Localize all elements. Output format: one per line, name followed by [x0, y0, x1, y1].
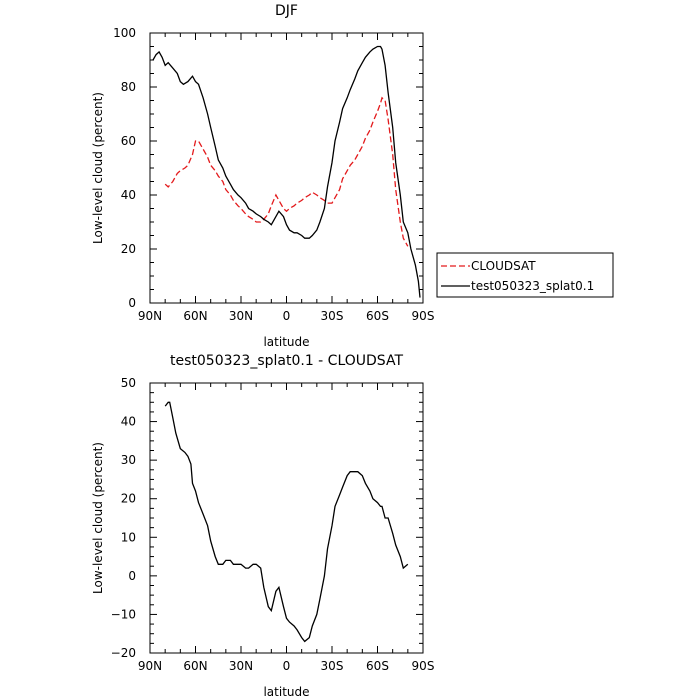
y-axis-label: Low-level cloud (percent) — [91, 442, 105, 594]
chart-title: DJF — [275, 3, 298, 19]
y-tick-label: 40 — [121, 188, 136, 202]
x-tick-label: 90S — [412, 309, 435, 323]
x-tick-label: 30S — [321, 309, 344, 323]
x-axis-label: latitude — [263, 685, 309, 699]
x-tick-label: 60N — [183, 309, 207, 323]
legend-box — [436, 252, 614, 298]
series-line-cloudsat — [164, 96, 409, 247]
chart-title: test050323_splat0.1 - CLOUDSAT — [170, 353, 403, 369]
legend-entry-label: CLOUDSAT — [471, 259, 536, 273]
y-tick-label: 20 — [121, 242, 136, 256]
x-tick-label: 30N — [229, 659, 253, 673]
panel-top: DJF 90N 60N 30N 0 30S 60S 90S 0 20 40 60 80 100 latitu… — [91, 3, 434, 349]
x-tick-label: 0 — [283, 309, 291, 323]
legend: CLOUDSAT test050323_splat0.1 — [436, 252, 614, 298]
y-tick-label: 30 — [121, 453, 136, 467]
y-tick-label: 60 — [121, 134, 136, 148]
y-tick-label: 0 — [128, 296, 136, 310]
y-axis-label: Low-level cloud (percent) — [91, 92, 105, 244]
y-tick-label: −20 — [111, 646, 136, 660]
x-tick-label: 0 — [283, 659, 291, 673]
x-tick-label: 90N — [138, 309, 162, 323]
series-line-test050323-splat0-1 — [152, 45, 421, 298]
series-line-difference — [164, 401, 409, 643]
x-tick-label: 30N — [229, 309, 253, 323]
y-tick-label: −10 — [111, 607, 136, 621]
plot-frame — [149, 382, 424, 654]
y-tick-label: 100 — [113, 26, 136, 40]
x-tick-label: 60S — [366, 309, 389, 323]
y-tick-label: 10 — [121, 530, 136, 544]
x-axis-label: latitude — [263, 335, 309, 349]
x-tick-label: 60S — [366, 659, 389, 673]
legend-entry-label: test050323_splat0.1 — [471, 279, 594, 293]
plot-frame — [149, 32, 424, 304]
y-tick-label: 40 — [121, 415, 136, 429]
y-tick-label: 0 — [128, 569, 136, 583]
x-tick-label: 60N — [183, 659, 207, 673]
y-tick-label: 20 — [121, 492, 136, 506]
x-tick-label: 90N — [138, 659, 162, 673]
x-tick-label: 90S — [412, 659, 435, 673]
panel-bottom: test050323_splat0.1 - CLOUDSAT 90N 60N 30N 0… — [91, 353, 434, 699]
y-tick-label: 50 — [121, 376, 136, 390]
y-tick-label: 80 — [121, 80, 136, 94]
x-tick-label: 30S — [321, 659, 344, 673]
